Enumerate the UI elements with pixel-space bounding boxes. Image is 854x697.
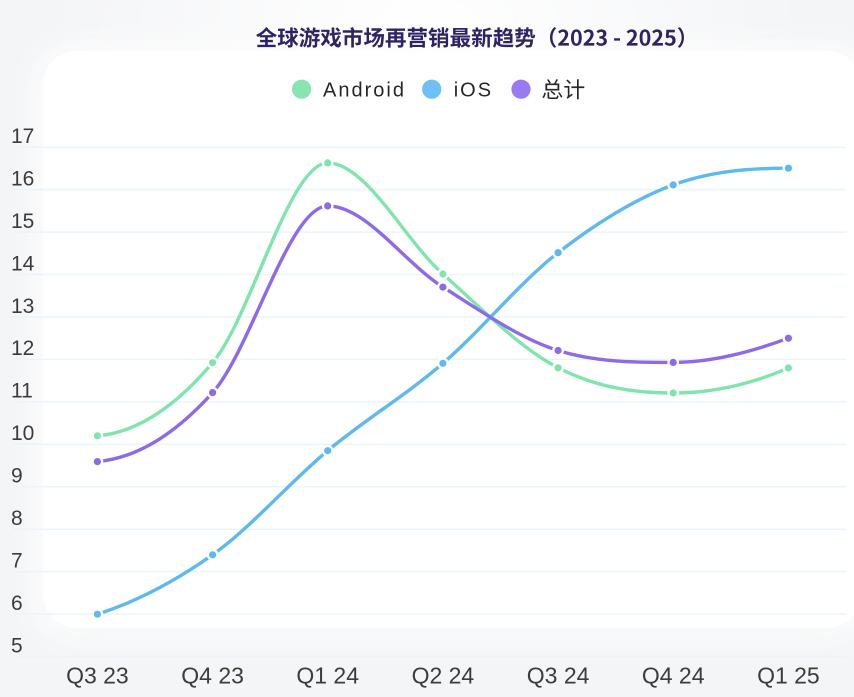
svg-text:9: 9: [11, 465, 23, 488]
svg-text:Q3 23: Q3 23: [66, 662, 129, 688]
svg-text:13: 13: [11, 295, 34, 318]
svg-text:Q1 24: Q1 24: [296, 662, 359, 688]
svg-text:17: 17: [11, 125, 34, 148]
svg-text:16: 16: [11, 167, 34, 190]
svg-text:Q4 23: Q4 23: [181, 662, 244, 688]
svg-text:Q2 24: Q2 24: [412, 662, 475, 688]
svg-text:5: 5: [11, 634, 23, 657]
svg-text:Q3 24: Q3 24: [527, 662, 590, 688]
svg-text:14: 14: [11, 252, 35, 275]
svg-text:Q1 25: Q1 25: [757, 662, 820, 688]
svg-text:10: 10: [11, 422, 34, 445]
svg-text:Q4 24: Q4 24: [642, 662, 705, 688]
svg-text:7: 7: [11, 549, 23, 572]
svg-text:12: 12: [11, 337, 34, 360]
svg-text:15: 15: [11, 210, 34, 233]
svg-text:Android: Android: [323, 79, 406, 101]
svg-text:8: 8: [11, 507, 23, 530]
svg-text:iOS: iOS: [454, 79, 493, 101]
svg-text:11: 11: [11, 380, 33, 403]
svg-text:6: 6: [11, 592, 23, 615]
